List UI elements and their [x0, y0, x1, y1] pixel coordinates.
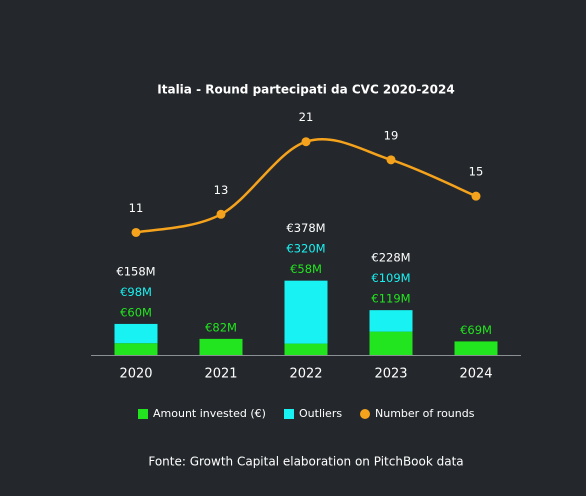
legend-label: Number of rounds	[375, 407, 475, 420]
bar-segment	[284, 343, 328, 355]
x-tick-label: 2020	[119, 367, 152, 382]
rounds-label: 13	[214, 183, 229, 197]
chart-title: Italia - Round partecipati da CVC 2020-2…	[157, 83, 454, 97]
x-tick-label: 2022	[289, 367, 322, 382]
bar-segment	[284, 280, 328, 344]
rounds-point	[386, 155, 396, 165]
value-label: €119M	[371, 292, 410, 306]
legend-label: Outliers	[299, 407, 342, 420]
value-label: €69M	[460, 323, 492, 337]
value-label: €58M	[290, 262, 322, 276]
rounds-label: 11	[129, 201, 144, 215]
value-label: €320M	[286, 242, 325, 256]
rounds-label: 21	[299, 110, 314, 124]
value-label: €98M	[120, 285, 152, 299]
value-label: €109M	[371, 271, 410, 285]
rounds-label: 19	[384, 128, 399, 142]
bar-segment	[114, 323, 158, 344]
value-label: €82M	[205, 320, 237, 334]
rounds-point	[471, 191, 481, 201]
rounds-point	[216, 209, 226, 219]
bar-segment	[454, 341, 498, 355]
rounds-point	[301, 137, 311, 147]
rounds-point	[131, 227, 141, 237]
bar-segment	[369, 310, 413, 332]
total-label: €158M	[116, 264, 155, 278]
legend-label: Amount invested (€)	[153, 407, 266, 420]
bar-segment	[199, 338, 243, 355]
x-tick-label: 2021	[204, 367, 237, 382]
value-label: €60M	[120, 305, 152, 319]
total-label: €228M	[371, 251, 410, 265]
source-note: Fonte: Growth Capital elaboration on Pit…	[148, 455, 463, 469]
bar-segment	[114, 343, 158, 355]
legend-swatch	[138, 409, 148, 419]
x-tick-label: 2024	[459, 367, 492, 382]
legend-swatch	[360, 409, 370, 419]
total-label: €378M	[286, 221, 325, 235]
x-tick-label: 2023	[374, 367, 407, 382]
bar-segment	[369, 331, 413, 355]
legend-swatch	[284, 409, 294, 419]
rounds-label: 15	[469, 165, 484, 179]
